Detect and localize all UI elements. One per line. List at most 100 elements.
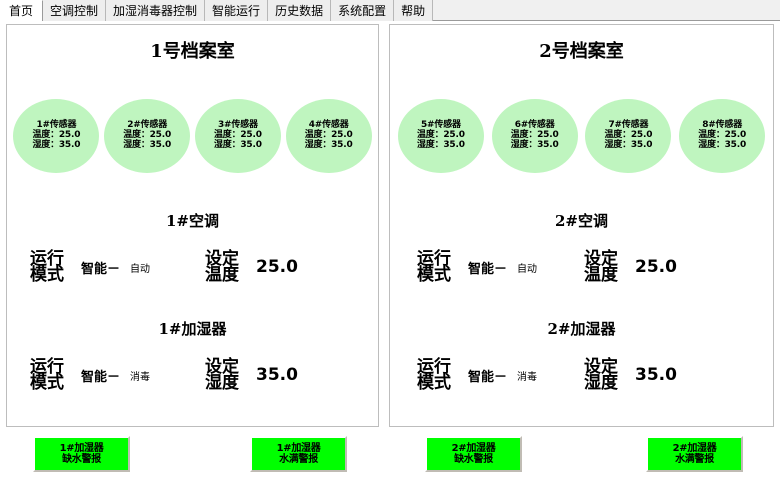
humidifier-2-title: 2#加湿器 <box>547 320 616 338</box>
ac-unit-1-title: 1#空调 <box>165 212 219 230</box>
sensor-3-temperature: 温度：25.0 <box>213 130 262 141</box>
alarm-humidifier-1-low-water[interactable]: 1#加湿器 缺水警报 <box>33 436 130 472</box>
tab-smart-operation-label: 智能运行 <box>212 3 261 18</box>
sensor-6-humidity: 湿度：35.0 <box>510 139 559 150</box>
humidifier-1-setpoint-label-l2: 湿度 <box>205 373 240 393</box>
humidifier-2-setpoint-label: 设定 湿度 <box>583 356 619 393</box>
tab-ac-control[interactable]: 空调控制 <box>43 0 107 21</box>
ac-unit-1-setpoint-label-l2: 温度 <box>205 265 240 285</box>
alarm-humidifier-2-full-water-l2: 水满警报 <box>675 454 714 465</box>
sensor-5-name: 5#传感器 <box>420 120 461 131</box>
alarm-humidifier-1-full-water-l2: 水满警报 <box>279 454 318 465</box>
humidifier-2-mode-name: 智能－ <box>468 369 508 385</box>
ac-unit-1-mode-value[interactable]: 自动 <box>130 263 151 275</box>
alarm-humidifier-1-low-water-l2: 缺水警报 <box>62 454 101 465</box>
ac-unit-2-mode-label-l2: 模式 <box>417 265 451 285</box>
sensor-5-humidity: 湿度：35.0 <box>416 139 465 150</box>
humidifier-1-setpoint-value[interactable]: 35.0 <box>256 365 298 385</box>
alarm-humidifier-1-low-water-l1: 1#加湿器 <box>59 443 104 454</box>
ac-unit-1-row: 运行 模式 智能－ 自动 设定 温度 25.0 <box>7 239 378 295</box>
ac-unit-1-setpoint-value[interactable]: 25.0 <box>256 257 298 277</box>
sensor-1[interactable]: 1#传感器 温度：25.0 湿度：35.0 <box>13 99 100 173</box>
main-tab-bar: 首页 空调控制 加湿消毒器控制 智能运行 历史数据 系统配置 帮助 <box>0 0 780 21</box>
humidifier-2: 2#加湿器 运行 模式 智能－ 消毒 设定 湿度 35.0 <box>390 318 773 403</box>
sensor-2[interactable]: 2#传感器 温度：25.0 湿度：35.0 <box>104 99 191 173</box>
humidifier-1-mode-label: 运行 模式 <box>29 356 65 393</box>
alarm-humidifier-2-full-water[interactable]: 2#加湿器 水满警报 <box>646 436 743 472</box>
alarm-humidifier-2-low-water[interactable]: 2#加湿器 缺水警报 <box>425 436 522 472</box>
sensor-2-temperature: 温度：25.0 <box>123 130 172 141</box>
ac-unit-2-mode-label-l1: 运行 <box>417 248 451 269</box>
humidifier-2-setpoint-label-l1: 设定 <box>584 356 619 377</box>
tab-history-data[interactable]: 历史数据 <box>268 0 332 21</box>
room-1-sensor-row: 1#传感器 温度：25.0 湿度：35.0 2#传感器 温度：25.0 湿度：3… <box>7 98 378 174</box>
tab-ac-control-label: 空调控制 <box>50 3 99 18</box>
tab-history-data-label: 历史数据 <box>275 3 324 18</box>
alarm-humidifier-2-full-water-l1: 2#加湿器 <box>672 443 717 454</box>
sensor-4[interactable]: 4#传感器 温度：25.0 湿度：35.0 <box>285 99 372 173</box>
ac-unit-2-setpoint-label-l1: 设定 <box>584 248 619 269</box>
alarm-humidifier-1-full-water[interactable]: 1#加湿器 水满警报 <box>250 436 347 472</box>
sensor-1-humidity: 湿度：35.0 <box>32 139 81 150</box>
sensor-3-name: 3#传感器 <box>217 120 258 131</box>
ac-unit-2-mode-value[interactable]: 自动 <box>517 263 538 275</box>
sensor-6-temperature: 温度：25.0 <box>510 130 559 141</box>
humidifier-2-setpoint-value[interactable]: 35.0 <box>635 365 677 385</box>
ac-unit-1-mode-label-l1: 运行 <box>30 248 64 269</box>
humidifier-1-title: 1#加湿器 <box>158 320 227 338</box>
sensor-3[interactable]: 3#传感器 温度：25.0 湿度：35.0 <box>194 99 281 173</box>
humidifier-1-setpoint-label-l1: 设定 <box>205 356 240 377</box>
sensor-8-temperature: 温度：25.0 <box>698 130 747 141</box>
sensor-7-name: 7#传感器 <box>608 120 649 131</box>
tab-help-label: 帮助 <box>401 3 426 18</box>
tab-humidifier-control-label: 加湿消毒器控制 <box>113 3 198 18</box>
ac-unit-2-setpoint-value[interactable]: 25.0 <box>635 257 677 277</box>
sensor-6-name: 6#传感器 <box>514 120 555 131</box>
humidifier-1-setpoint-label: 设定 湿度 <box>204 356 240 393</box>
ac-unit-2: 2#空调 运行 模式 智能－ 自动 设定 温度 25.0 <box>390 210 773 295</box>
tab-help[interactable]: 帮助 <box>394 0 434 21</box>
sensor-2-name: 2#传感器 <box>127 120 168 131</box>
room-2-title: 2号档案室 <box>539 41 624 62</box>
humidifier-1-mode-value[interactable]: 消毒 <box>130 371 151 383</box>
alarm-humidifier-2-low-water-l1: 2#加湿器 <box>451 443 496 454</box>
sensor-5-temperature: 温度：25.0 <box>416 130 465 141</box>
ac-unit-1-mode-label-l2: 模式 <box>30 265 64 285</box>
tab-bar-filler <box>433 0 780 20</box>
alarm-humidifier-2-low-water-l2: 缺水警报 <box>454 454 493 465</box>
room-panel-1: 1号档案室 1#传感器 温度：25.0 湿度：35.0 2#传感器 温度：25.… <box>6 24 379 427</box>
tab-system-config-label: 系统配置 <box>338 3 387 18</box>
humidifier-2-row: 运行 模式 智能－ 消毒 设定 湿度 35.0 <box>390 347 773 403</box>
humidifier-1: 1#加湿器 运行 模式 智能－ 消毒 设定 湿度 35.0 <box>7 318 378 403</box>
sensor-7[interactable]: 7#传感器 温度：25.0 湿度：35.0 <box>585 99 672 173</box>
ac-unit-2-setpoint-label: 设定 温度 <box>583 248 619 285</box>
sensor-5[interactable]: 5#传感器 温度：25.0 湿度：35.0 <box>397 99 484 173</box>
tab-home-label: 首页 <box>9 4 34 18</box>
humidifier-2-mode-label: 运行 模式 <box>416 358 452 393</box>
tab-humidifier-control[interactable]: 加湿消毒器控制 <box>106 0 206 21</box>
sensor-6[interactable]: 6#传感器 温度：25.0 湿度：35.0 <box>491 99 578 173</box>
sensor-8[interactable]: 8#传感器 温度：25.0 湿度：35.0 <box>679 99 766 173</box>
ac-unit-2-row: 运行 模式 智能－ 自动 设定 温度 25.0 <box>390 239 773 295</box>
humidifier-1-row: 运行 模式 智能－ 消毒 设定 湿度 35.0 <box>7 347 378 403</box>
sensor-4-temperature: 温度：25.0 <box>304 130 353 141</box>
room-2-sensor-row: 5#传感器 温度：25.0 湿度：35.0 6#传感器 温度：25.0 湿度：3… <box>390 98 773 174</box>
sensor-4-name: 4#传感器 <box>308 120 349 131</box>
ac-unit-2-mode-label: 运行 模式 <box>416 248 452 285</box>
tab-home[interactable]: 首页 <box>0 0 44 21</box>
humidifier-2-mode-label-l2: 模式 <box>417 373 451 393</box>
humidifier-2-mode-value[interactable]: 消毒 <box>517 371 538 383</box>
tab-smart-operation[interactable]: 智能运行 <box>205 0 269 21</box>
ac-unit-1-mode-name: 智能－ <box>81 261 121 277</box>
humidifier-1-mode-label-l1: 运行 <box>30 356 64 377</box>
ac-unit-2-title: 2#空调 <box>554 212 608 230</box>
room-panel-2: 2号档案室 5#传感器 温度：25.0 湿度：35.0 6#传感器 温度：25.… <box>389 24 774 427</box>
ac-unit-2-setpoint-label-l2: 温度 <box>584 265 619 285</box>
ac-unit-2-mode-name: 智能－ <box>468 261 508 277</box>
humidifier-2-setpoint-label-l2: 湿度 <box>584 373 619 393</box>
sensor-7-humidity: 湿度：35.0 <box>604 139 653 150</box>
sensor-8-name: 8#传感器 <box>702 120 743 131</box>
humidifier-1-mode-label-l2: 模式 <box>30 373 64 393</box>
tab-system-config[interactable]: 系统配置 <box>331 0 395 21</box>
sensor-7-temperature: 温度：25.0 <box>604 130 653 141</box>
